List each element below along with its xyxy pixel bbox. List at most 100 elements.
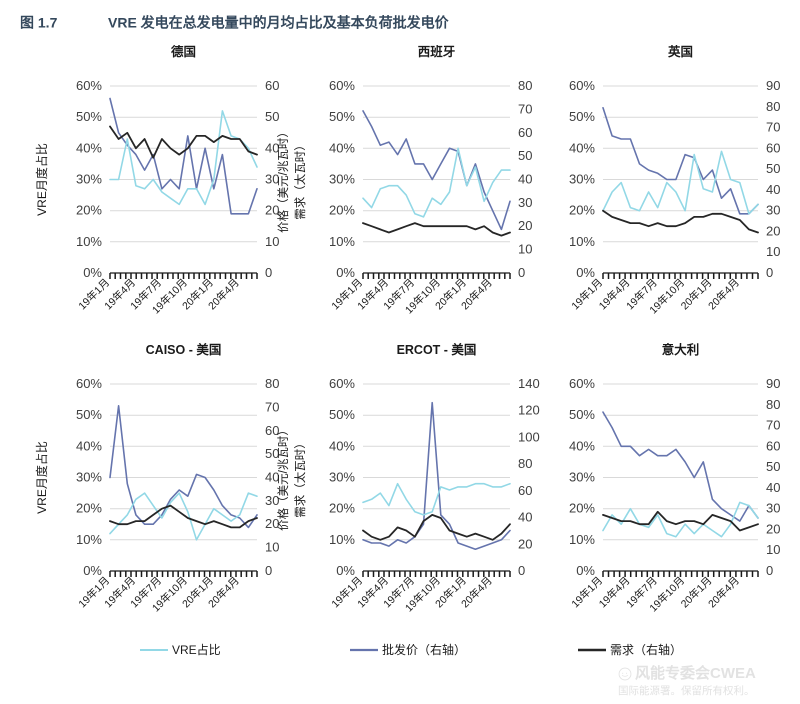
svg-text:20%: 20% <box>569 203 595 218</box>
svg-text:70: 70 <box>766 120 780 135</box>
svg-text:60: 60 <box>518 483 532 498</box>
svg-text:20%: 20% <box>76 203 102 218</box>
svg-text:价格（美元/兆瓦时）: 价格（美元/兆瓦时） <box>276 126 290 233</box>
svg-text:30%: 30% <box>329 172 355 187</box>
svg-text:40: 40 <box>766 182 780 197</box>
svg-text:30: 30 <box>766 203 780 218</box>
svg-text:80: 80 <box>766 397 780 412</box>
svg-text:40%: 40% <box>329 438 355 453</box>
svg-text:30%: 30% <box>569 172 595 187</box>
svg-text:10%: 10% <box>76 532 102 547</box>
svg-text:70: 70 <box>265 399 279 414</box>
svg-text:需求（右轴）: 需求（右轴） <box>610 642 682 657</box>
svg-text:30: 30 <box>518 195 532 210</box>
svg-text:50%: 50% <box>329 407 355 422</box>
svg-text:德国: 德国 <box>171 44 196 59</box>
svg-text:50: 50 <box>766 459 780 474</box>
svg-text:0: 0 <box>766 265 773 280</box>
svg-text:30%: 30% <box>569 470 595 485</box>
svg-text:20%: 20% <box>76 501 102 516</box>
svg-text:英国: 英国 <box>668 44 693 59</box>
svg-text:意大利: 意大利 <box>662 342 700 357</box>
svg-text:批发价（右轴）: 批发价（右轴） <box>382 642 466 657</box>
svg-text:0%: 0% <box>83 563 102 578</box>
svg-text:图 1.7: 图 1.7 <box>20 15 58 31</box>
svg-text:0%: 0% <box>83 265 102 280</box>
svg-text:0: 0 <box>265 265 272 280</box>
svg-text:VRE月度占比: VRE月度占比 <box>34 143 49 216</box>
svg-text:60: 60 <box>766 140 780 155</box>
svg-text:80: 80 <box>518 456 532 471</box>
svg-text:10%: 10% <box>76 234 102 249</box>
svg-text:0%: 0% <box>576 563 595 578</box>
svg-text:90: 90 <box>766 78 780 93</box>
svg-text:0: 0 <box>518 265 525 280</box>
svg-text:30%: 30% <box>76 172 102 187</box>
svg-text:50%: 50% <box>329 109 355 124</box>
svg-text:0: 0 <box>265 563 272 578</box>
svg-text:需求（太瓦时）: 需求（太瓦时） <box>294 437 307 518</box>
svg-text:0: 0 <box>518 563 525 578</box>
svg-text:VRE占比: VRE占比 <box>172 642 221 657</box>
svg-text:80: 80 <box>518 78 532 93</box>
svg-text:40: 40 <box>766 480 780 495</box>
svg-text:40: 40 <box>518 172 532 187</box>
svg-text:10: 10 <box>766 542 780 557</box>
svg-text:10: 10 <box>518 242 532 257</box>
svg-text:60%: 60% <box>569 78 595 93</box>
svg-text:60%: 60% <box>569 376 595 391</box>
svg-text:80: 80 <box>265 376 279 391</box>
svg-text:30%: 30% <box>329 470 355 485</box>
svg-text:20: 20 <box>766 521 780 536</box>
svg-text:西班牙: 西班牙 <box>418 44 456 59</box>
svg-text:50%: 50% <box>76 109 102 124</box>
svg-text:40%: 40% <box>76 438 102 453</box>
svg-text:90: 90 <box>766 376 780 391</box>
svg-text:40: 40 <box>518 510 532 525</box>
svg-text:60%: 60% <box>329 78 355 93</box>
svg-text:60%: 60% <box>76 376 102 391</box>
svg-text:60: 60 <box>518 125 532 140</box>
svg-text:70: 70 <box>518 101 532 116</box>
svg-text:20%: 20% <box>329 203 355 218</box>
svg-text:价格（美元/兆瓦时）: 价格（美元/兆瓦时） <box>276 424 290 531</box>
svg-text:60%: 60% <box>329 376 355 391</box>
svg-text:50: 50 <box>265 109 279 124</box>
svg-text:10: 10 <box>265 234 279 249</box>
svg-text:60: 60 <box>265 78 279 93</box>
svg-text:20%: 20% <box>569 501 595 516</box>
svg-text:50%: 50% <box>569 109 595 124</box>
svg-text:需求（太瓦时）: 需求（太瓦时） <box>294 139 307 220</box>
svg-text:20: 20 <box>518 536 532 551</box>
svg-text:20: 20 <box>518 218 532 233</box>
svg-text:10: 10 <box>265 540 279 555</box>
svg-text:10%: 10% <box>569 234 595 249</box>
svg-text:30: 30 <box>766 501 780 516</box>
svg-text:60: 60 <box>766 438 780 453</box>
svg-text:20%: 20% <box>329 501 355 516</box>
svg-text:50%: 50% <box>569 407 595 422</box>
svg-text:120: 120 <box>518 403 540 418</box>
svg-text:60%: 60% <box>76 78 102 93</box>
svg-text:80: 80 <box>766 99 780 114</box>
svg-text:70: 70 <box>766 418 780 433</box>
svg-text:10%: 10% <box>569 532 595 547</box>
svg-text:0%: 0% <box>336 563 355 578</box>
svg-text:10: 10 <box>766 244 780 259</box>
svg-text:50%: 50% <box>76 407 102 422</box>
svg-text:VRE 发电在总发电量中的月均占比及基本负荷批发电价: VRE 发电在总发电量中的月均占比及基本负荷批发电价 <box>108 15 450 31</box>
svg-text:VRE月度占比: VRE月度占比 <box>34 441 49 514</box>
svg-text:10%: 10% <box>329 532 355 547</box>
svg-text:100: 100 <box>518 429 540 444</box>
svg-text:40%: 40% <box>329 140 355 155</box>
svg-text:50: 50 <box>518 148 532 163</box>
svg-text:30%: 30% <box>76 470 102 485</box>
svg-text:40%: 40% <box>569 438 595 453</box>
svg-text:140: 140 <box>518 376 540 391</box>
svg-text:40%: 40% <box>76 140 102 155</box>
svg-text:CAISO - 美国: CAISO - 美国 <box>146 342 222 357</box>
svg-text:0%: 0% <box>576 265 595 280</box>
svg-text:ERCOT - 美国: ERCOT - 美国 <box>397 342 477 357</box>
svg-text:50: 50 <box>766 161 780 176</box>
svg-text:0: 0 <box>766 563 773 578</box>
